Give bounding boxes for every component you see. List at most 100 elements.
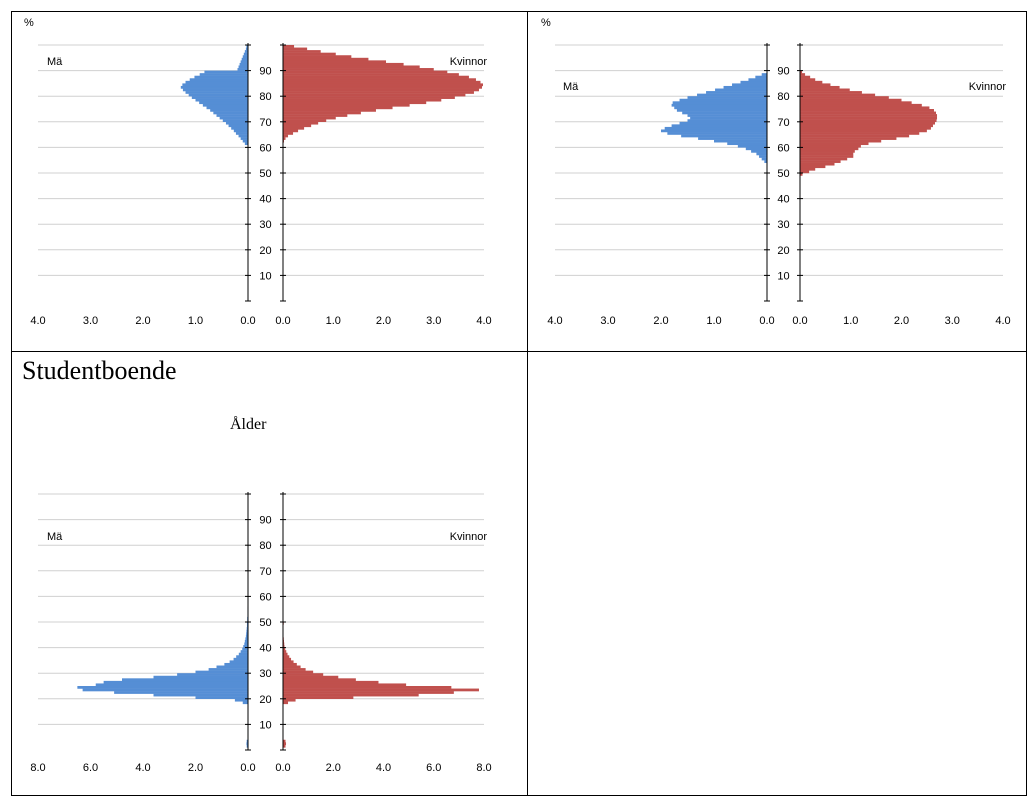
bar-women — [800, 126, 931, 130]
women-label: Kvinnor — [450, 531, 488, 543]
bar-women — [800, 111, 937, 115]
bar-women — [283, 103, 410, 107]
bar-men — [246, 744, 248, 748]
bar-men — [761, 73, 767, 76]
bar-women — [283, 62, 404, 66]
bar-women — [800, 70, 803, 74]
bar-women — [283, 670, 314, 674]
bar-men — [245, 637, 248, 641]
bar-men — [764, 160, 767, 163]
age-tick-label: 20 — [777, 245, 789, 257]
bar-men — [242, 55, 248, 58]
bar-men — [219, 116, 248, 120]
bar-women — [283, 657, 292, 661]
bar-women — [283, 45, 295, 48]
bar-women — [800, 73, 806, 76]
bar-women — [800, 106, 930, 110]
x-tick-label-women: 2.0 — [894, 315, 909, 327]
x-tick-label-men: 1.0 — [706, 315, 721, 327]
bar-women — [283, 73, 459, 76]
bar-men — [216, 114, 248, 117]
bar-men — [225, 121, 248, 125]
bar-women — [800, 85, 840, 89]
bar-women — [800, 75, 811, 79]
x-tick-label-women: 6.0 — [426, 762, 441, 774]
x-tick-label-men: 3.0 — [600, 315, 615, 327]
age-tick-label: 30 — [777, 219, 789, 231]
bar-men — [235, 132, 248, 135]
bar-women — [283, 701, 289, 705]
bar-women — [283, 686, 452, 689]
x-tick-label-women: 3.0 — [945, 315, 960, 327]
bar-men — [755, 75, 767, 79]
bar-women — [800, 139, 882, 143]
bar-men — [687, 96, 767, 99]
bar-women — [283, 80, 481, 84]
bar-women — [283, 739, 286, 743]
bar-men — [246, 632, 248, 635]
bar-women — [800, 144, 861, 148]
population-pyramid-2: 10 20 30 40 50 60 70 80 90 4.0 3.0 2.0 1.0 0.0 0.0 1.0 2… — [541, 17, 1011, 327]
bar-men — [246, 624, 248, 628]
bar-men — [671, 124, 767, 128]
bar-men — [664, 126, 767, 130]
bar-women — [283, 57, 369, 61]
bar-men — [241, 57, 248, 61]
bar-men — [236, 655, 248, 659]
bar-women — [283, 68, 434, 71]
bar-men — [191, 96, 248, 99]
x-tick-label-women: 3.0 — [426, 315, 441, 327]
bar-women — [800, 149, 855, 153]
bar-men — [245, 47, 248, 51]
bar-women — [800, 83, 831, 87]
bar-men — [679, 121, 767, 125]
x-tick-label-women: 0.0 — [275, 315, 290, 327]
x-tick-label-women: 2.0 — [376, 315, 391, 327]
x-tick-label-women: 1.0 — [326, 315, 341, 327]
bar-women — [283, 88, 479, 92]
bar-women — [800, 137, 897, 140]
x-tick-label-men: 8.0 — [30, 762, 45, 774]
bar-men — [687, 119, 767, 122]
age-tick-label: 50 — [777, 168, 789, 180]
women-label: Kvinnor — [450, 56, 488, 68]
bar-women — [283, 65, 420, 69]
bar-men — [740, 80, 767, 84]
age-tick-label: 40 — [259, 643, 271, 655]
bar-women — [283, 101, 427, 105]
age-tick-label: 10 — [259, 719, 271, 731]
bar-men — [727, 142, 767, 146]
age-tick-label: 80 — [777, 91, 789, 103]
age-tick-label: 40 — [259, 194, 271, 206]
bar-women — [283, 696, 354, 699]
x-tick-label-men: 1.0 — [188, 315, 203, 327]
bar-women — [800, 121, 935, 125]
bar-women — [283, 673, 324, 676]
x-tick-label-men: 0.0 — [240, 762, 255, 774]
bar-men — [723, 85, 767, 89]
bar-women — [283, 78, 476, 82]
bar-women — [283, 109, 376, 112]
bar-men — [234, 698, 248, 702]
bar-women — [283, 744, 286, 748]
bar-men — [222, 119, 248, 122]
bar-men — [737, 144, 767, 148]
age-tick-label: 50 — [259, 617, 271, 629]
bar-men — [246, 742, 248, 746]
bar-women — [283, 678, 356, 682]
bar-men — [706, 91, 767, 94]
bar-men — [748, 78, 767, 82]
bar-women — [800, 152, 854, 156]
bar-women — [800, 88, 850, 92]
bar-men — [732, 83, 767, 87]
bar-women — [283, 98, 442, 102]
bar-men — [195, 670, 248, 674]
bar-women — [800, 173, 803, 176]
bar-men — [661, 129, 767, 133]
bar-men — [114, 691, 248, 694]
age-tick-label: 90 — [777, 66, 789, 78]
x-tick-label-women: 4.0 — [476, 315, 491, 327]
bar-men — [199, 73, 248, 76]
x-tick-label-men: 6.0 — [83, 762, 98, 774]
men-label: Mä — [47, 531, 63, 543]
